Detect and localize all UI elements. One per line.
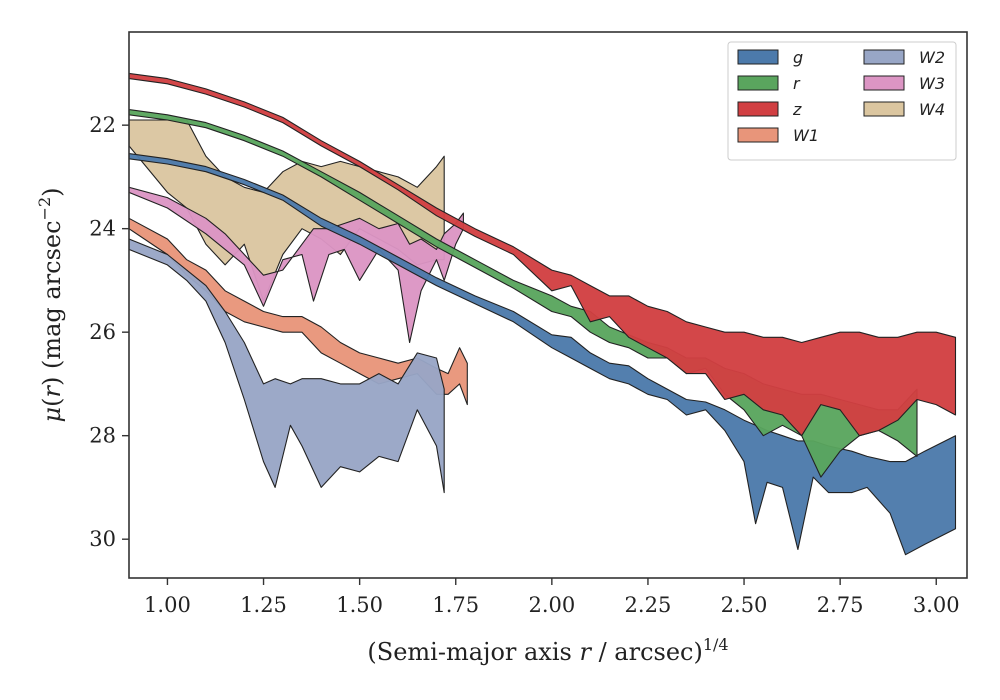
y-axis-label-open: ( [38, 398, 66, 407]
y-tick-label: 26 [89, 320, 116, 344]
legend-swatch-w4 [863, 101, 905, 117]
legend-swatch-w2 [863, 49, 905, 65]
y-tick-label: 30 [89, 527, 116, 551]
plot-frame [128, 31, 968, 579]
y-axis-label-mu: μ [38, 407, 66, 423]
x-tick-label: 1.50 [336, 593, 383, 617]
y-axis-label-var: r [38, 385, 66, 398]
series-band-z [129, 72, 957, 437]
series-layer [129, 72, 957, 556]
legend-label-g: g [793, 48, 803, 67]
legend-label-w2: W2 [919, 48, 945, 67]
legend-swatch-w3 [863, 75, 905, 91]
y-tick-label: 28 [89, 424, 116, 448]
y-axis-label-close: ) (mag arcsec [38, 220, 66, 386]
legend-swatch-g [737, 49, 779, 65]
x-axis-label: (Semi-major axis r / arcsec)1/4 [367, 635, 728, 666]
legend-label-w1: W1 [793, 126, 819, 145]
legend: grz W1 W2 W3 W4 [727, 41, 957, 161]
x-axis: 1.00 1.25 1.50 1.75 2.00 2.25 2.50 2.75 3.00 [144, 578, 960, 617]
y-axis-label: μ(r) (mag arcsec−2) [35, 187, 66, 422]
legend-label-r: r [793, 74, 801, 93]
legend-label-w4: W4 [919, 100, 945, 119]
y-axis-label-sup: −2 [35, 197, 54, 221]
x-axis-label-var: r [579, 638, 592, 666]
x-tick-label: 2.00 [528, 593, 575, 617]
x-axis-label-pre: (Semi-major axis [367, 638, 579, 666]
series-band-w2 [129, 238, 445, 494]
x-tick-label: 1.00 [144, 593, 191, 617]
x-tick-label: 1.75 [432, 593, 479, 617]
legend-swatch-w1 [737, 127, 779, 143]
x-tick-label: 2.75 [817, 593, 864, 617]
legend-label-w3: W3 [919, 74, 945, 93]
x-axis-label-sup: 1/4 [703, 635, 729, 654]
series-band-g [129, 153, 957, 556]
legend-swatch-r [737, 75, 779, 91]
y-axis: 22 24 26 28 30 [89, 113, 129, 551]
legend-label-z: z [792, 100, 802, 119]
legend-swatch-z [737, 101, 779, 117]
y-tick-label: 22 [89, 113, 116, 137]
x-tick-label: 1.25 [240, 593, 287, 617]
x-tick-label: 3.00 [913, 593, 960, 617]
y-tick-label: 24 [89, 217, 116, 241]
x-axis-label-post: / arcsec) [591, 638, 703, 666]
y-axis-label-end: ) [38, 187, 66, 196]
legend-box [727, 41, 957, 161]
x-tick-label: 2.25 [625, 593, 672, 617]
x-tick-label: 2.50 [721, 593, 768, 617]
